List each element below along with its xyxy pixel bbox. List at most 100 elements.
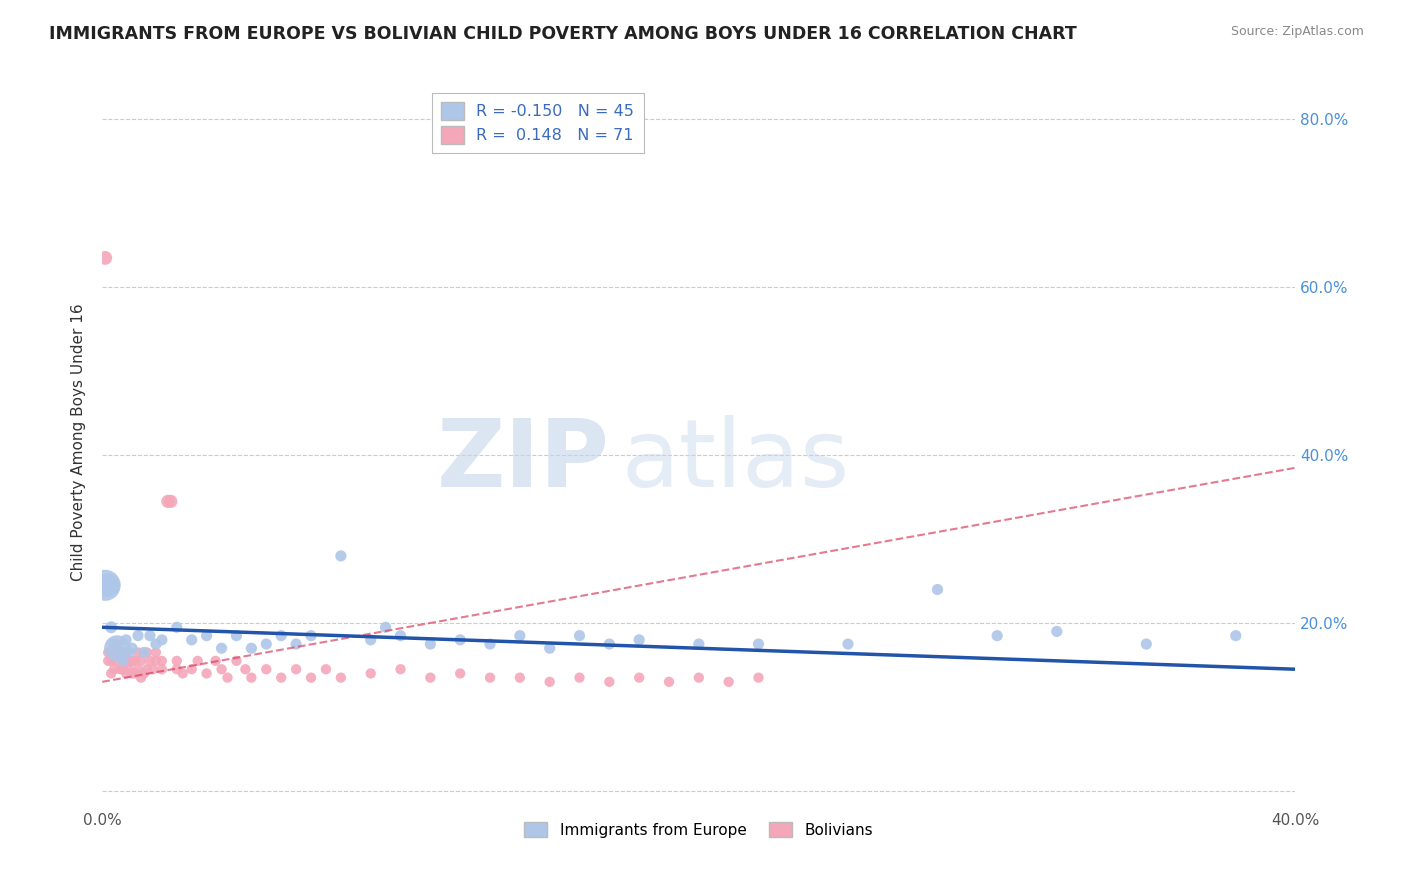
Point: [240, 641, 263, 656]
Point: [103, 662, 125, 676]
Point: [159, 494, 181, 508]
Point: [204, 654, 226, 668]
Point: [112, 654, 135, 668]
Point: [172, 666, 194, 681]
Y-axis label: Child Poverty Among Boys Under 16: Child Poverty Among Boys Under 16: [72, 304, 86, 582]
Point: [270, 671, 292, 685]
Point: [139, 629, 162, 643]
Point: [419, 671, 441, 685]
Point: [479, 637, 502, 651]
Point: [118, 662, 141, 676]
Point: [187, 654, 209, 668]
Point: [108, 649, 131, 664]
Point: [129, 654, 152, 668]
Point: [103, 637, 125, 651]
Point: [97, 578, 120, 592]
Text: Source: ZipAtlas.com: Source: ZipAtlas.com: [1230, 25, 1364, 38]
Point: [150, 654, 173, 668]
Point: [97, 645, 120, 659]
Point: [235, 662, 257, 676]
Point: [139, 654, 162, 668]
Point: [180, 632, 202, 647]
Point: [166, 620, 188, 634]
Point: [121, 654, 143, 668]
Point: [389, 629, 412, 643]
Point: [449, 666, 471, 681]
Text: atlas: atlas: [621, 415, 849, 507]
Point: [115, 632, 138, 647]
Point: [315, 662, 337, 676]
Point: [225, 629, 247, 643]
Point: [688, 637, 710, 651]
Point: [986, 629, 1008, 643]
Point: [837, 637, 859, 651]
Point: [717, 674, 740, 689]
Point: [121, 666, 143, 681]
Point: [217, 671, 239, 685]
Point: [127, 629, 149, 643]
Point: [97, 654, 120, 668]
Point: [94, 251, 117, 265]
Point: [374, 620, 396, 634]
Point: [509, 629, 531, 643]
Point: [115, 645, 138, 659]
Point: [389, 662, 412, 676]
Point: [538, 674, 561, 689]
Point: [132, 645, 155, 659]
Point: [112, 654, 135, 668]
Point: [360, 632, 382, 647]
Point: [254, 662, 277, 676]
Point: [166, 662, 188, 676]
Point: [254, 637, 277, 651]
Point: [145, 654, 167, 668]
Point: [509, 671, 531, 685]
Point: [105, 654, 128, 668]
Point: [166, 654, 188, 668]
Point: [628, 671, 651, 685]
Point: [105, 645, 128, 659]
Point: [285, 637, 308, 651]
Point: [100, 654, 122, 668]
Point: [180, 662, 202, 676]
Point: [127, 662, 149, 676]
Point: [115, 666, 138, 681]
Point: [195, 666, 218, 681]
Point: [329, 671, 352, 685]
Point: [132, 666, 155, 681]
Point: [136, 645, 159, 659]
Point: [156, 494, 179, 508]
Point: [195, 629, 218, 643]
Point: [747, 671, 769, 685]
Point: [145, 645, 167, 659]
Point: [124, 654, 146, 668]
Point: [329, 549, 352, 563]
Point: [108, 662, 131, 676]
Point: [240, 671, 263, 685]
Point: [270, 629, 292, 643]
Point: [211, 662, 233, 676]
Point: [449, 632, 471, 647]
Point: [285, 662, 308, 676]
Point: [118, 645, 141, 659]
Point: [538, 641, 561, 656]
Point: [688, 671, 710, 685]
Point: [129, 671, 152, 685]
Point: [598, 674, 620, 689]
Point: [150, 662, 173, 676]
Point: [299, 671, 322, 685]
Point: [108, 645, 131, 659]
Point: [747, 637, 769, 651]
Point: [100, 620, 122, 634]
Point: [100, 666, 122, 681]
Point: [112, 645, 135, 659]
Point: [127, 645, 149, 659]
Point: [598, 637, 620, 651]
Point: [105, 637, 128, 651]
Point: [927, 582, 949, 597]
Point: [211, 641, 233, 656]
Point: [1225, 629, 1247, 643]
Point: [145, 637, 167, 651]
Point: [1135, 637, 1157, 651]
Point: [124, 666, 146, 681]
Point: [150, 632, 173, 647]
